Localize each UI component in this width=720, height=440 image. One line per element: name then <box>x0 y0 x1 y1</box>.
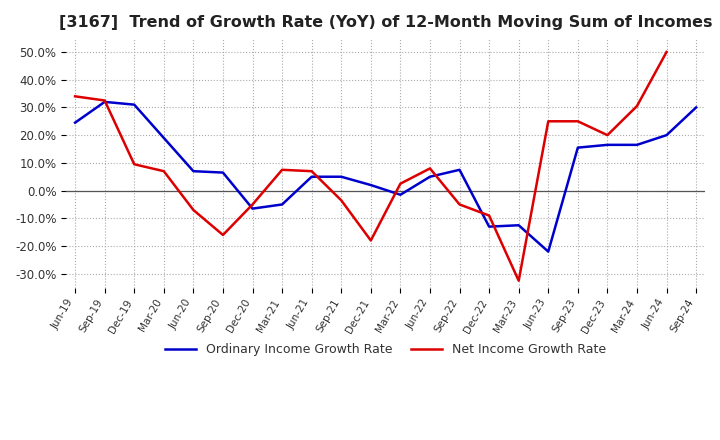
Ordinary Income Growth Rate <box>426 174 434 180</box>
Ordinary Income Growth Rate <box>662 132 671 138</box>
Net Income Growth Rate <box>278 167 287 172</box>
Net Income Growth Rate <box>337 198 346 203</box>
Ordinary Income Growth Rate <box>160 135 168 140</box>
Ordinary Income Growth Rate <box>278 202 287 207</box>
Ordinary Income Growth Rate <box>692 105 701 110</box>
Net Income Growth Rate <box>633 103 642 109</box>
Net Income Growth Rate <box>130 161 138 167</box>
Net Income Growth Rate <box>662 49 671 55</box>
Ordinary Income Growth Rate <box>189 169 198 174</box>
Ordinary Income Growth Rate <box>366 183 375 188</box>
Ordinary Income Growth Rate <box>514 223 523 228</box>
Ordinary Income Growth Rate <box>248 206 257 211</box>
Net Income Growth Rate <box>189 207 198 213</box>
Net Income Growth Rate <box>574 119 582 124</box>
Ordinary Income Growth Rate <box>396 192 405 198</box>
Line: Net Income Growth Rate: Net Income Growth Rate <box>75 52 667 281</box>
Ordinary Income Growth Rate <box>455 167 464 172</box>
Net Income Growth Rate <box>485 213 493 218</box>
Net Income Growth Rate <box>100 98 109 103</box>
Net Income Growth Rate <box>455 202 464 207</box>
Ordinary Income Growth Rate <box>544 249 552 254</box>
Title: [3167]  Trend of Growth Rate (YoY) of 12-Month Moving Sum of Incomes: [3167] Trend of Growth Rate (YoY) of 12-… <box>59 15 712 30</box>
Net Income Growth Rate <box>396 181 405 186</box>
Ordinary Income Growth Rate <box>130 102 138 107</box>
Ordinary Income Growth Rate <box>307 174 316 180</box>
Net Income Growth Rate <box>603 132 612 138</box>
Net Income Growth Rate <box>426 166 434 171</box>
Net Income Growth Rate <box>514 278 523 283</box>
Net Income Growth Rate <box>219 232 228 238</box>
Line: Ordinary Income Growth Rate: Ordinary Income Growth Rate <box>75 102 696 252</box>
Net Income Growth Rate <box>71 94 79 99</box>
Ordinary Income Growth Rate <box>574 145 582 150</box>
Ordinary Income Growth Rate <box>337 174 346 180</box>
Net Income Growth Rate <box>544 119 552 124</box>
Ordinary Income Growth Rate <box>603 142 612 147</box>
Net Income Growth Rate <box>160 169 168 174</box>
Ordinary Income Growth Rate <box>71 120 79 125</box>
Ordinary Income Growth Rate <box>485 224 493 229</box>
Net Income Growth Rate <box>366 238 375 243</box>
Ordinary Income Growth Rate <box>219 170 228 175</box>
Ordinary Income Growth Rate <box>100 99 109 105</box>
Net Income Growth Rate <box>248 202 257 207</box>
Ordinary Income Growth Rate <box>633 142 642 147</box>
Legend: Ordinary Income Growth Rate, Net Income Growth Rate: Ordinary Income Growth Rate, Net Income … <box>160 338 611 361</box>
Net Income Growth Rate <box>307 169 316 174</box>
